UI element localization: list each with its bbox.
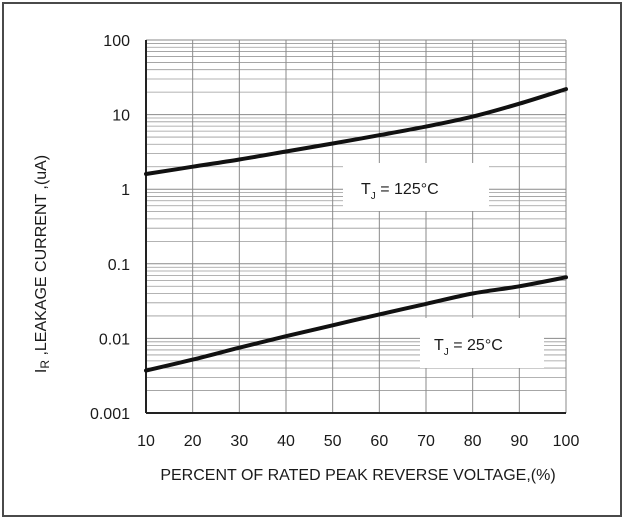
x-tick-label: 50: [324, 433, 342, 450]
curve-tj-125c: [144, 87, 568, 176]
y-tick-label: 100: [103, 33, 130, 50]
curve-tj-25c: [144, 275, 568, 373]
x-tick-label: 80: [464, 433, 482, 450]
x-tick-label: 100: [553, 433, 580, 450]
y-tick-label: 10: [112, 108, 130, 125]
tick-label-layer: 10 20 30 40 50 60 70 80 90 100 100 10 1 0.1 0.01 0.001: [90, 33, 579, 450]
series-label-25c: TJ = 25°C: [434, 337, 503, 358]
y-tick-label: 0.001: [90, 406, 130, 423]
y-tick-label: 0.1: [108, 257, 130, 274]
x-tick-label: 40: [277, 433, 295, 450]
x-tick-label: 10: [137, 433, 155, 450]
x-tick-label: 30: [230, 433, 248, 450]
y-axis-label-subscript: R: [38, 360, 52, 369]
label-box-125c: [343, 163, 489, 211]
label-box-25c: [420, 318, 544, 368]
y-axis-label-text: ,LEAKAGE CURRENT ,(uA): [33, 155, 50, 360]
y-tick-label: 0.01: [99, 331, 130, 348]
curve-layer: [144, 87, 568, 373]
series-label-125c: TJ = 125°C: [361, 181, 439, 202]
x-tick-label: 20: [184, 433, 202, 450]
x-tick-label: 90: [510, 433, 528, 450]
x-tick-label: 60: [370, 433, 388, 450]
x-tick-label: 70: [417, 433, 435, 450]
x-axis-label: PERCENT OF RATED PEAK REVERSE VOLTAGE,(%…: [160, 467, 555, 484]
series-label-layer: TJ = 125°C TJ = 25°C: [343, 163, 544, 368]
axis-layer: [145, 40, 566, 414]
y-axis-label-symbol: I: [33, 369, 50, 373]
y-tick-label: 1: [121, 182, 130, 199]
y-axis-label: IR ,LEAKAGE CURRENT ,(uA): [33, 155, 52, 373]
